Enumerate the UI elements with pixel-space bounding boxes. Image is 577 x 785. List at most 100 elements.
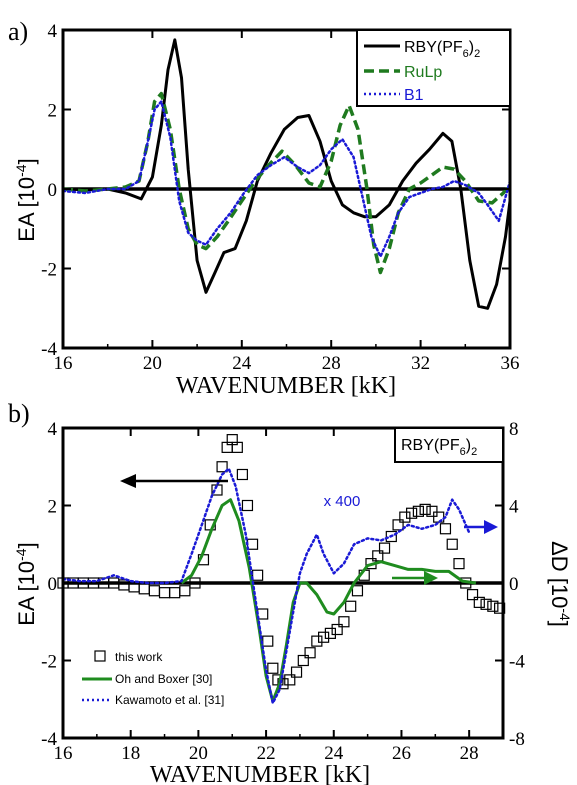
data-point-this-work-44 — [378, 542, 391, 554]
data-point-this-work-32 — [297, 654, 309, 667]
data-point-this-work-23 — [246, 538, 259, 550]
panel-a-legend: RBY(PF6)2 RuLp B1 — [356, 29, 511, 107]
panel-b-title-box-rect — [394, 427, 504, 463]
data-point-this-work-37 — [331, 623, 343, 636]
legend-label-rby-main: RBY(PF — [404, 39, 463, 56]
data-point-this-work-20 — [231, 441, 243, 453]
panel-b-title-sub2: 2 — [471, 446, 477, 458]
data-point-this-work-12 — [179, 585, 191, 597]
arrow-left-axis-indicator — [120, 474, 228, 488]
arrow-right-axis-green-head — [424, 571, 438, 585]
panel-b-x-axis-label: WAVENUMBER [kK] — [150, 762, 370, 785]
panel-b-title-sub: 6 — [460, 446, 466, 458]
panel-b-x-tick-label-16: 16 — [54, 743, 73, 764]
arrow-right-axis-blue-head — [484, 520, 498, 534]
data-point-this-work-38 — [338, 616, 350, 628]
data-point-this-work-10 — [158, 587, 171, 599]
panel-a-series-group — [61, 38, 512, 310]
panel-b-right-axis-label-close: ] — [547, 621, 572, 627]
panel-a-x-tick-label-36: 36 — [501, 353, 520, 374]
data-point-this-work-49 — [412, 505, 424, 517]
panel-a-legend-box — [356, 29, 511, 107]
panel-a-y-tick-label--2: -2 — [41, 260, 57, 281]
legend-label-rby-sub: 6 — [463, 48, 469, 60]
legend-label-rulp: RuLp — [404, 64, 442, 81]
data-point-this-work-26 — [262, 635, 274, 647]
data-point-this-work-58 — [473, 596, 485, 608]
panel-b-x-tick-label-24: 24 — [324, 743, 344, 764]
data-point-this-work-16 — [211, 484, 223, 496]
panel-b-x-tick-label-28: 28 — [460, 743, 479, 764]
panel-b-legend: this work Oh and Boxer [30] Kawamoto et … — [82, 650, 224, 707]
data-point-this-work-43 — [372, 550, 384, 562]
data-point-this-work-33 — [304, 647, 316, 659]
data-point-this-work-21 — [236, 468, 248, 481]
data-point-this-work-46 — [392, 519, 404, 531]
panel-b-y-tick-label--4: -4 — [41, 729, 57, 750]
data-point-this-work-8 — [138, 583, 150, 595]
series-line-rulp — [62, 91, 512, 275]
panel-b-y-tick-label-0: 0 — [48, 574, 58, 595]
panel-b-x-tick-label-18: 18 — [121, 743, 140, 764]
panel-b-title-text: RBY(PF6)2 — [401, 437, 477, 458]
data-point-this-work-61 — [494, 602, 506, 614]
data-point-this-work-45 — [385, 530, 397, 543]
panel-a-label: a) — [8, 17, 28, 46]
legend-label-kawamoto: Kawamoto et al. [31] — [115, 693, 224, 707]
data-point-this-work-34 — [311, 635, 323, 647]
data-point-this-work-35 — [318, 631, 330, 643]
panel-b-title-tail: ) — [466, 437, 471, 454]
data-point-this-work-13 — [189, 577, 201, 589]
panel-b-right-axis-label: ΔD [10-4] — [547, 541, 573, 627]
panel-a-x-tick-label-24: 24 — [232, 353, 252, 374]
panel-a-y-tick-label-2: 2 — [48, 101, 58, 122]
panel-a-y-tick-label-4: 4 — [48, 21, 58, 42]
panel-b-x-tick-label-26: 26 — [392, 743, 411, 764]
data-point-this-work-55 — [453, 558, 465, 570]
data-point-this-work-59 — [480, 598, 492, 610]
legend-label-this-work: this work — [115, 650, 163, 664]
data-point-this-work-57 — [466, 589, 479, 601]
panel-b-series-group — [57, 434, 506, 705]
panel-b-right-y-tick-label-8: 8 — [509, 419, 519, 440]
panel-b-y-axis-label-main: EA [10 — [14, 561, 39, 626]
panel-b-right-axis-label-main: ΔD [10 — [547, 541, 572, 608]
data-point-this-work-17 — [216, 461, 228, 473]
data-point-this-work-11 — [169, 587, 181, 599]
data-point-this-work-39 — [345, 600, 357, 612]
data-point-this-work-29 — [277, 678, 289, 690]
panel-a-y-axis-label-main: EA [10 — [14, 177, 39, 242]
data-point-this-work-36 — [324, 627, 336, 639]
data-point-this-work-53 — [439, 523, 452, 535]
legend-label-rby-tail: ) — [469, 39, 474, 56]
data-point-this-work-54 — [446, 538, 458, 550]
panel-a-x-tick-label-20: 20 — [143, 353, 162, 374]
panel-a-x-tick-label-28: 28 — [322, 353, 341, 374]
panel-b-right-y-tick-label--4: -4 — [509, 652, 525, 673]
panel-b-label: b) — [8, 399, 30, 428]
data-point-this-work-30 — [284, 674, 296, 686]
arrow-left-axis-head — [120, 474, 136, 488]
data-point-this-work-60 — [487, 600, 499, 612]
data-point-this-work-47 — [399, 511, 411, 523]
data-point-this-work-27 — [267, 662, 279, 674]
data-point-this-work-48 — [406, 507, 418, 519]
panel-a-x-tick-label-16: 16 — [54, 353, 73, 374]
panel-b-x-tick-label-22: 22 — [257, 743, 276, 764]
data-point-this-work-22 — [241, 499, 254, 512]
data-point-this-work-51 — [426, 505, 438, 517]
series-line-rby-pf6-2 — [62, 38, 512, 310]
panel-b-x-tick-label-20: 20 — [189, 743, 208, 764]
panel-b-right-y-tick-label-4: 4 — [509, 497, 519, 518]
panel-a-y-tick-label--4: -4 — [41, 339, 57, 360]
panel-b-y-tick-label-4: 4 — [48, 419, 58, 440]
legend-label-b1: B1 — [404, 87, 424, 104]
series-line-oh-and-boxer-30 — [180, 498, 477, 703]
panel-a-x-axis-label: WAVENUMBER [kK] — [176, 373, 396, 399]
legend-label-oh-boxer: Oh and Boxer [30] — [115, 672, 212, 686]
